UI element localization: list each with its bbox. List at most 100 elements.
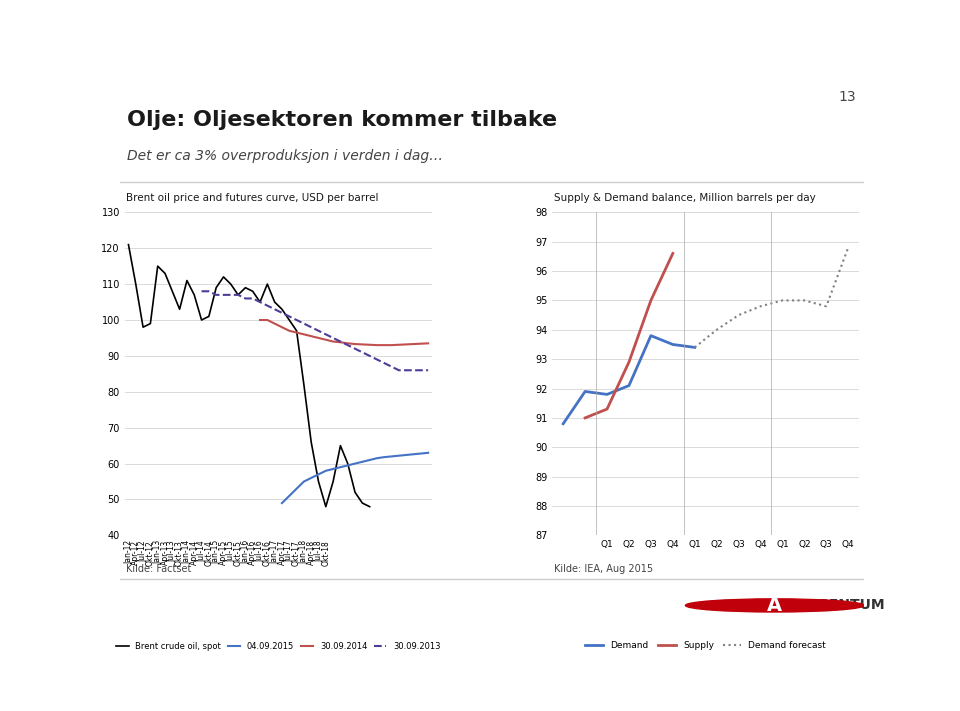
Brent crude oil, spot	[196, 316, 207, 324]
Demand forecast	[799, 296, 810, 305]
Line: Supply: Supply	[585, 253, 673, 418]
30.09.2014	[269, 319, 280, 328]
04.09.2015	[335, 463, 347, 471]
30.09.2013	[415, 366, 426, 375]
30.09.2013	[218, 291, 229, 299]
30.09.2013	[196, 287, 207, 296]
30.09.2014	[313, 333, 324, 342]
30.09.2013	[356, 348, 368, 357]
30.09.2014	[283, 326, 295, 335]
Circle shape	[685, 599, 864, 612]
Brent crude oil, spot	[283, 316, 295, 324]
30.09.2014	[261, 316, 273, 324]
04.09.2015	[283, 491, 295, 500]
Brent crude oil, spot	[145, 319, 156, 328]
30.09.2013	[313, 326, 324, 335]
30.09.2013	[342, 341, 353, 349]
Demand forecast	[732, 311, 744, 319]
Supply	[645, 296, 657, 305]
30.09.2013	[400, 366, 412, 375]
30.09.2014	[291, 328, 302, 337]
Text: A: A	[767, 596, 782, 615]
Text: ARGENTUM: ARGENTUM	[797, 599, 886, 612]
30.09.2013	[422, 366, 434, 375]
Brent crude oil, spot	[166, 287, 178, 296]
Demand forecast	[755, 302, 766, 311]
30.09.2014	[276, 323, 288, 331]
30.09.2013	[291, 316, 302, 324]
30.09.2014	[372, 341, 383, 349]
30.09.2013	[364, 352, 375, 360]
04.09.2015	[386, 452, 397, 461]
Brent crude oil, spot	[299, 380, 310, 389]
Demand forecast	[689, 343, 701, 352]
Demand forecast	[843, 243, 854, 252]
30.09.2013	[210, 291, 222, 299]
30.09.2013	[378, 359, 390, 368]
Demand	[689, 343, 701, 352]
Brent crude oil, spot	[364, 503, 375, 511]
Brent crude oil, spot	[130, 280, 141, 289]
Demand forecast	[711, 326, 723, 334]
Brent crude oil, spot	[335, 442, 347, 450]
30.09.2013	[269, 305, 280, 314]
Brent crude oil, spot	[276, 305, 288, 314]
30.09.2013	[386, 363, 397, 371]
Supply	[623, 358, 635, 366]
04.09.2015	[327, 465, 339, 474]
Legend: Demand, Supply, Demand forecast: Demand, Supply, Demand forecast	[582, 638, 829, 653]
30.09.2014	[335, 338, 347, 346]
04.09.2015	[291, 484, 302, 493]
Brent crude oil, spot	[313, 477, 324, 486]
Brent crude oil, spot	[349, 488, 361, 496]
Text: Kilde: IEA, Aug 2015: Kilde: IEA, Aug 2015	[554, 564, 653, 574]
04.09.2015	[394, 451, 405, 460]
30.09.2014	[394, 341, 405, 349]
30.09.2014	[342, 339, 353, 348]
30.09.2014	[408, 340, 420, 348]
04.09.2015	[276, 499, 288, 508]
04.09.2015	[422, 449, 434, 457]
30.09.2014	[327, 337, 339, 346]
04.09.2015	[364, 456, 375, 464]
Line: 30.09.2014: 30.09.2014	[260, 320, 428, 345]
Supply	[579, 414, 590, 422]
Legend: Brent crude oil, spot, 04.09.2015, 30.09.2014, 30.09.2013: Brent crude oil, spot, 04.09.2015, 30.09…	[112, 638, 444, 654]
Line: Demand forecast: Demand forecast	[695, 247, 849, 348]
Demand forecast	[777, 296, 788, 305]
04.09.2015	[349, 459, 361, 468]
Brent crude oil, spot	[327, 477, 339, 486]
04.09.2015	[356, 457, 368, 466]
04.09.2015	[320, 466, 331, 475]
Brent crude oil, spot	[137, 323, 149, 331]
30.09.2013	[372, 356, 383, 364]
Supply	[601, 405, 612, 413]
Line: 04.09.2015: 04.09.2015	[282, 453, 428, 503]
30.09.2014	[415, 339, 426, 348]
04.09.2015	[415, 449, 426, 458]
04.09.2015	[400, 451, 412, 459]
Brent crude oil, spot	[356, 499, 368, 508]
Brent crude oil, spot	[174, 305, 185, 314]
30.09.2014	[299, 330, 310, 338]
30.09.2013	[254, 298, 266, 306]
Brent crude oil, spot	[152, 262, 163, 270]
30.09.2014	[305, 332, 317, 341]
Brent crude oil, spot	[320, 503, 331, 511]
Text: Brent oil price and futures curve, USD per barrel: Brent oil price and futures curve, USD p…	[127, 193, 379, 203]
04.09.2015	[305, 474, 317, 482]
Demand	[623, 381, 635, 390]
Supply	[667, 249, 679, 257]
Brent crude oil, spot	[269, 298, 280, 306]
Line: 30.09.2013: 30.09.2013	[202, 292, 428, 370]
04.09.2015	[299, 477, 310, 486]
04.09.2015	[372, 454, 383, 462]
Demand	[645, 331, 657, 340]
Brent crude oil, spot	[218, 272, 229, 281]
Brent crude oil, spot	[305, 438, 317, 447]
30.09.2013	[394, 366, 405, 375]
Brent crude oil, spot	[342, 459, 353, 468]
30.09.2014	[320, 336, 331, 344]
30.09.2013	[240, 294, 252, 303]
Brent crude oil, spot	[232, 291, 244, 299]
